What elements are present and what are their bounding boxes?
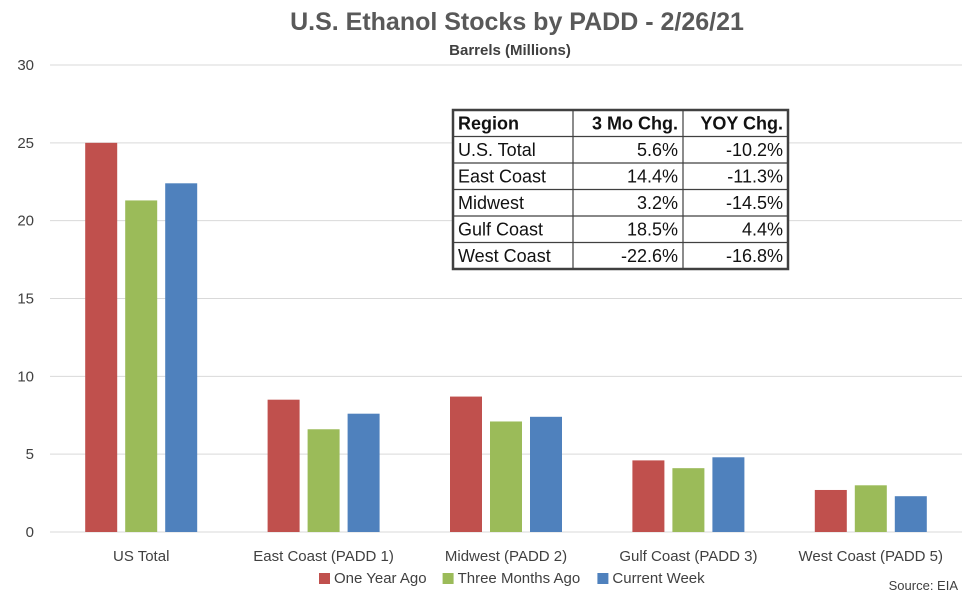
table-cell: -22.6% (621, 246, 678, 266)
x-tick-label: West Coast (PADD 5) (799, 548, 943, 565)
table-header-cell: YOY Chg. (700, 114, 783, 134)
y-tick-label: 25 (17, 135, 34, 152)
bar-one-year-ago (632, 460, 665, 532)
table-cell: -14.5% (726, 193, 783, 213)
legend-swatch (319, 573, 330, 584)
legend-label: Current Week (612, 570, 705, 587)
table-cell: U.S. Total (458, 140, 536, 160)
y-tick-label: 10 (17, 368, 34, 385)
chart-subtitle: Barrels (Millions) (449, 42, 571, 59)
table-cell: 5.6% (637, 140, 678, 160)
table-cell: East Coast (458, 167, 546, 187)
table-cell: West Coast (458, 246, 551, 266)
bar-current-week (530, 416, 562, 532)
bar-three-months-ago (307, 429, 340, 532)
bar-one-year-ago (85, 142, 118, 533)
legend-label: Three Months Ago (458, 570, 581, 587)
y-tick-label: 0 (26, 524, 34, 541)
legend-swatch (442, 573, 454, 584)
table-cell: Gulf Coast (458, 220, 543, 240)
y-tick-label: 15 (17, 291, 34, 308)
table-cell: 18.5% (627, 220, 678, 240)
table-cell: -10.2% (726, 140, 783, 160)
y-tick-label: 20 (17, 213, 34, 230)
bar-current-week (165, 183, 198, 532)
y-axis-ticks: 0 5 10 15 20 25 30 (17, 57, 34, 541)
x-tick-label: US Total (113, 548, 169, 565)
source-note: Source: EIA (889, 578, 959, 593)
bar-current-week (347, 413, 380, 532)
bar-one-year-ago (267, 399, 300, 532)
table-header-cell: 3 Mo Chg. (592, 114, 678, 134)
bar-three-months-ago (490, 421, 522, 532)
legend: One Year Ago Three Months Ago Current Week (319, 570, 705, 587)
x-tick-label: East Coast (PADD 1) (253, 548, 394, 565)
bar-three-months-ago (854, 485, 887, 532)
legend-swatch (597, 573, 609, 584)
bars (85, 142, 927, 533)
bar-one-year-ago (814, 489, 847, 532)
x-axis-ticks: US Total East Coast (PADD 1) Midwest (PADD… (113, 548, 943, 565)
bar-current-week (894, 496, 927, 532)
x-tick-label: Gulf Coast (PADD 3) (619, 548, 757, 565)
bar-current-week (712, 457, 745, 532)
change-table: Region 3 Mo Chg. YOY Chg. U.S. Total 5.6% -10… (451, 108, 790, 271)
table-cell: Midwest (458, 193, 524, 213)
x-tick-label: Midwest (PADD 2) (445, 548, 567, 565)
y-tick-label: 5 (26, 446, 34, 463)
table-cell: 14.4% (627, 167, 678, 187)
table-header-cell: Region (458, 114, 519, 134)
table-cell: -16.8% (726, 246, 783, 266)
bar-three-months-ago (672, 468, 705, 532)
table-cell: 4.4% (742, 220, 783, 240)
legend-label: One Year Ago (334, 570, 427, 587)
y-tick-label: 30 (17, 57, 34, 74)
table-cell: 3.2% (637, 193, 678, 213)
chart-title: U.S. Ethanol Stocks by PADD - 2/26/21 (290, 8, 744, 36)
bar-one-year-ago (450, 396, 482, 532)
bar-three-months-ago (125, 200, 158, 532)
table-cell: -11.3% (727, 167, 783, 187)
